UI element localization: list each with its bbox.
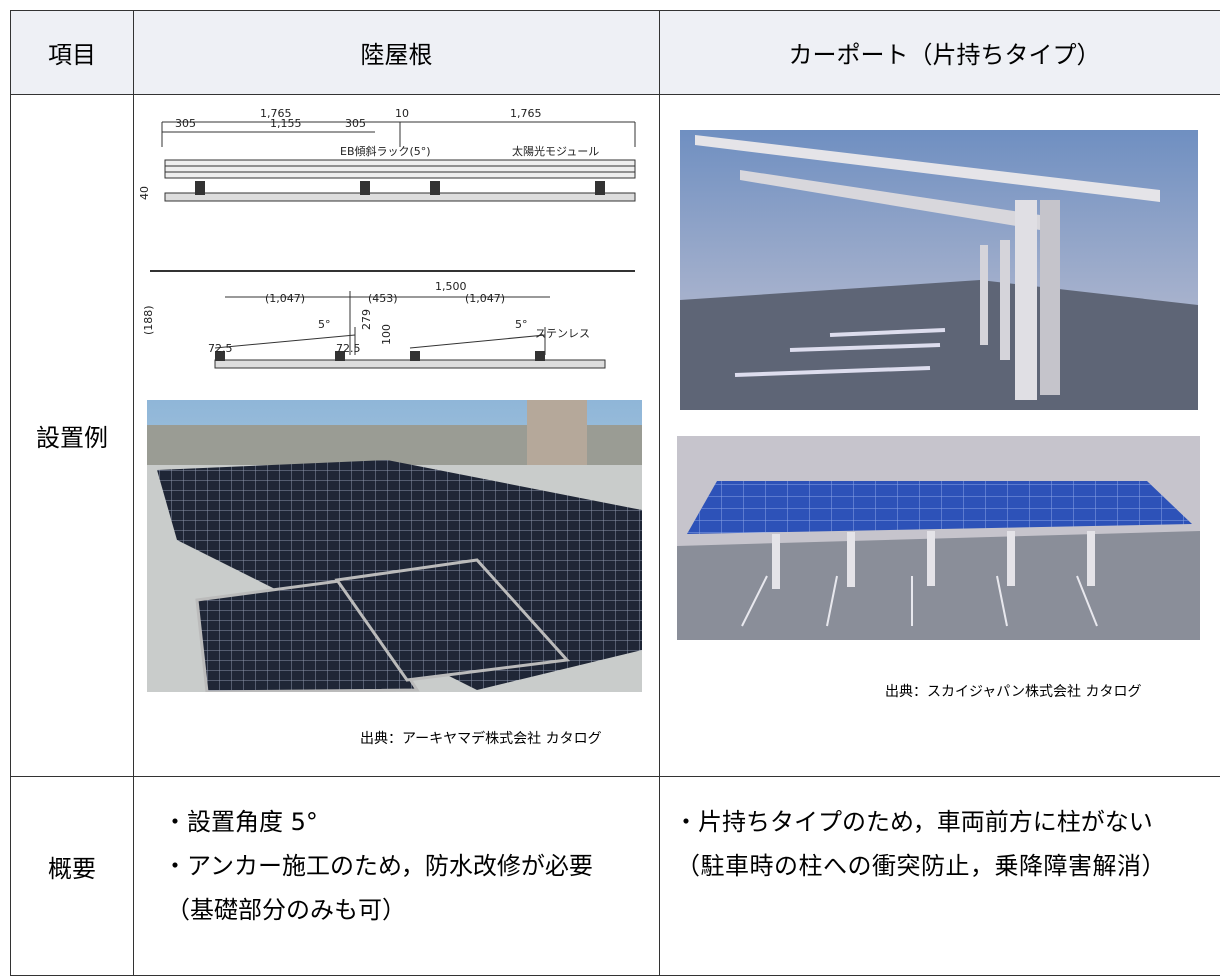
- header-text: 項目: [48, 41, 96, 69]
- overview-line: ・アンカー施工のため，防水改修が必要: [163, 852, 593, 880]
- diagram-label: 1,765: [260, 107, 292, 120]
- diagram-label: EB傾斜ラック(5°): [340, 144, 431, 158]
- source-caption: 出典：アーキヤマデ株式会社 カタログ: [360, 731, 602, 747]
- overview-text: ・設置角度 5° ・アンカー施工のため，防水改修が必要 （基礎部分のみも可）: [163, 800, 593, 932]
- diagram-label: 1,765: [510, 107, 542, 120]
- mount-diagram: 1,765 10 1,765 305 1,155 305 EB傾斜ラック(5°) 太陽光モジュ…: [140, 107, 636, 369]
- header-text: 陸屋根: [360, 41, 433, 69]
- diagram-label: (1,047): [265, 292, 305, 305]
- diagram-label: 5°: [318, 318, 331, 331]
- diagram-label: 305: [175, 117, 196, 130]
- header-text: カーポート（片持ちタイプ）: [788, 41, 1101, 69]
- header-cell: カーポート（片持ちタイプ）: [659, 10, 1220, 95]
- row-label: 設置例: [10, 94, 134, 777]
- diagram-label: 5°: [515, 318, 528, 331]
- source-caption: 出典：スカイジャパン株式会社 カタログ: [885, 684, 1142, 700]
- diagram-label: ステンレス: [535, 327, 590, 340]
- label-text: 設置例: [36, 424, 108, 452]
- diagram-label: 1,155: [270, 117, 302, 130]
- label-text: 概要: [48, 854, 96, 883]
- overview-line: （基礎部分のみも可）: [166, 896, 406, 924]
- header-cell: 項目: [10, 10, 134, 95]
- diagram-label: (453): [368, 292, 398, 305]
- carport-render-front: [677, 436, 1200, 640]
- diagram-label: 40: [140, 186, 151, 200]
- carport-render-side: [680, 130, 1198, 410]
- overview-text: ・片持ちタイプのため，車両前方に柱がない （駐車時の柱への衝突防止，乗降障害解消…: [662, 800, 1218, 888]
- diagram-label: 1,500: [435, 280, 467, 293]
- rooftop-photo: [147, 400, 642, 692]
- row-label: 概要: [10, 776, 134, 976]
- diagram-label: 太陽光モジュール: [512, 144, 599, 158]
- diagram-label: 72.5: [336, 342, 361, 355]
- diagram-label: 100: [380, 324, 393, 345]
- diagram-label: (1,047): [465, 292, 505, 305]
- diagram-label: 10: [395, 107, 409, 120]
- diagram-label: (188): [142, 305, 155, 335]
- overview-line: ・設置角度 5°: [163, 808, 318, 836]
- diagram-label: 72.5: [208, 342, 233, 355]
- overview-line: （駐車時の柱への衝突防止，乗降障害解消）: [676, 852, 1166, 880]
- header-cell: 陸屋根: [133, 10, 660, 95]
- diagram-label: 305: [345, 117, 366, 130]
- overview-line: ・片持ちタイプのため，車両前方に柱がない: [674, 808, 1153, 836]
- diagram-label: 279: [360, 309, 373, 330]
